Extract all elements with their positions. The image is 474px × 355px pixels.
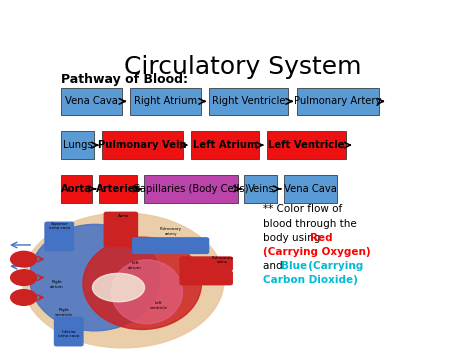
Text: Aorta: Aorta	[118, 214, 129, 218]
FancyBboxPatch shape	[284, 175, 337, 202]
Text: (Carrying Oxygen): (Carrying Oxygen)	[263, 247, 371, 257]
Ellipse shape	[29, 224, 160, 331]
FancyBboxPatch shape	[133, 238, 209, 253]
FancyBboxPatch shape	[104, 212, 137, 246]
Text: Left
atrium: Left atrium	[128, 262, 142, 270]
FancyBboxPatch shape	[61, 131, 94, 159]
Text: Right
ventricle: Right ventricle	[55, 308, 73, 317]
Text: Left Atrium: Left Atrium	[193, 140, 257, 150]
FancyBboxPatch shape	[210, 88, 289, 115]
Text: body using: body using	[263, 233, 324, 243]
FancyBboxPatch shape	[102, 131, 183, 159]
Text: (Carrying: (Carrying	[301, 261, 364, 271]
Text: Superior
vena cava: Superior vena cava	[49, 222, 70, 230]
Text: Aorta: Aorta	[61, 184, 92, 194]
FancyBboxPatch shape	[297, 88, 379, 115]
Text: Veins: Veins	[247, 184, 274, 194]
FancyBboxPatch shape	[191, 131, 259, 159]
Ellipse shape	[92, 273, 145, 302]
Text: Red: Red	[310, 233, 333, 243]
Text: Lungs: Lungs	[63, 140, 92, 150]
Text: Pulmonary Artery: Pulmonary Artery	[294, 96, 382, 106]
Text: Blue: Blue	[281, 261, 307, 271]
Text: Right Atrium: Right Atrium	[134, 96, 197, 106]
Text: Pulmonary
veins: Pulmonary veins	[212, 256, 234, 264]
Ellipse shape	[23, 213, 224, 348]
FancyBboxPatch shape	[99, 175, 137, 202]
Text: Circulatory System: Circulatory System	[124, 55, 362, 79]
Ellipse shape	[83, 237, 201, 329]
FancyBboxPatch shape	[245, 175, 277, 202]
FancyBboxPatch shape	[144, 175, 238, 202]
Ellipse shape	[111, 260, 182, 324]
FancyBboxPatch shape	[130, 88, 201, 115]
FancyBboxPatch shape	[61, 88, 122, 115]
FancyBboxPatch shape	[267, 131, 346, 159]
Text: ** Color flow of: ** Color flow of	[263, 204, 342, 214]
Circle shape	[10, 270, 37, 285]
Text: Arteries: Arteries	[96, 184, 141, 194]
Text: Vena Cava: Vena Cava	[284, 184, 337, 194]
Text: and: and	[263, 261, 286, 271]
Text: Left
ventricle: Left ventricle	[150, 301, 168, 310]
Text: Capillaries (Body Cells): Capillaries (Body Cells)	[133, 184, 249, 194]
Text: Inferior
vena cava: Inferior vena cava	[58, 330, 79, 338]
Text: Vena Cava: Vena Cava	[65, 96, 118, 106]
Circle shape	[10, 251, 37, 267]
Text: Pathway of Blood:: Pathway of Blood:	[61, 73, 188, 86]
Text: Right Ventricle: Right Ventricle	[212, 96, 286, 106]
FancyBboxPatch shape	[180, 257, 232, 271]
FancyBboxPatch shape	[55, 317, 83, 346]
FancyBboxPatch shape	[45, 222, 73, 251]
Text: blood through the: blood through the	[263, 219, 357, 229]
Text: Pulmonary Vein: Pulmonary Vein	[98, 140, 187, 150]
Text: Carbon Dioxide): Carbon Dioxide)	[263, 275, 358, 285]
Text: Pulmonary
artery: Pulmonary artery	[160, 228, 182, 236]
Text: Right
atrium: Right atrium	[50, 280, 64, 289]
Text: Left Ventricle: Left Ventricle	[268, 140, 345, 150]
FancyBboxPatch shape	[180, 271, 232, 285]
Circle shape	[10, 290, 37, 305]
FancyBboxPatch shape	[61, 175, 92, 202]
